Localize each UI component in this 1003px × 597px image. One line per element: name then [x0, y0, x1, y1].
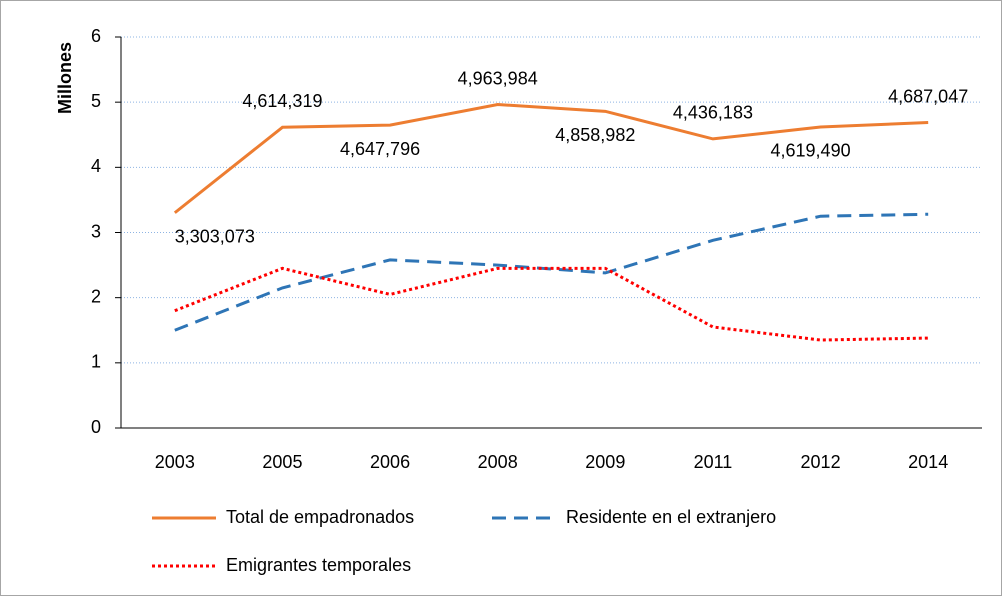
y-tick-label: 5 — [91, 91, 101, 111]
legend-label: Emigrantes temporales — [226, 555, 411, 575]
legend-label: Total de empadronados — [226, 507, 414, 527]
data-label: 4,647,796 — [340, 139, 420, 159]
data-label: 4,687,047 — [888, 86, 968, 106]
x-tick-label: 2009 — [585, 452, 625, 472]
y-tick-label: 3 — [91, 221, 101, 241]
x-tick-label: 2005 — [262, 452, 302, 472]
y-axis-title: Millones — [55, 42, 75, 114]
y-tick-label: 6 — [91, 26, 101, 46]
x-tick-label: 2012 — [801, 452, 841, 472]
data-label: 4,614,319 — [242, 91, 322, 111]
y-tick-label: 4 — [91, 156, 101, 176]
x-tick-label: 2003 — [155, 452, 195, 472]
y-tick-label: 1 — [91, 352, 101, 372]
x-tick-label: 2008 — [478, 452, 518, 472]
series-line — [174, 266, 929, 342]
data-label: 4,619,490 — [771, 141, 851, 161]
series-line — [173, 103, 929, 214]
x-tick-label: 2014 — [908, 452, 948, 472]
x-tick-label: 2011 — [694, 452, 733, 472]
series-line — [174, 212, 929, 332]
data-label: 4,436,183 — [673, 103, 753, 123]
data-label: 4,858,982 — [555, 125, 635, 145]
x-tick-label: 2006 — [370, 452, 410, 472]
legend-label: Residente en el extranjero — [566, 507, 776, 527]
y-tick-label: 2 — [91, 286, 101, 306]
y-tick-label: 0 — [91, 417, 101, 437]
data-label: 4,963,984 — [458, 68, 538, 88]
data-label: 3,303,073 — [175, 226, 255, 246]
